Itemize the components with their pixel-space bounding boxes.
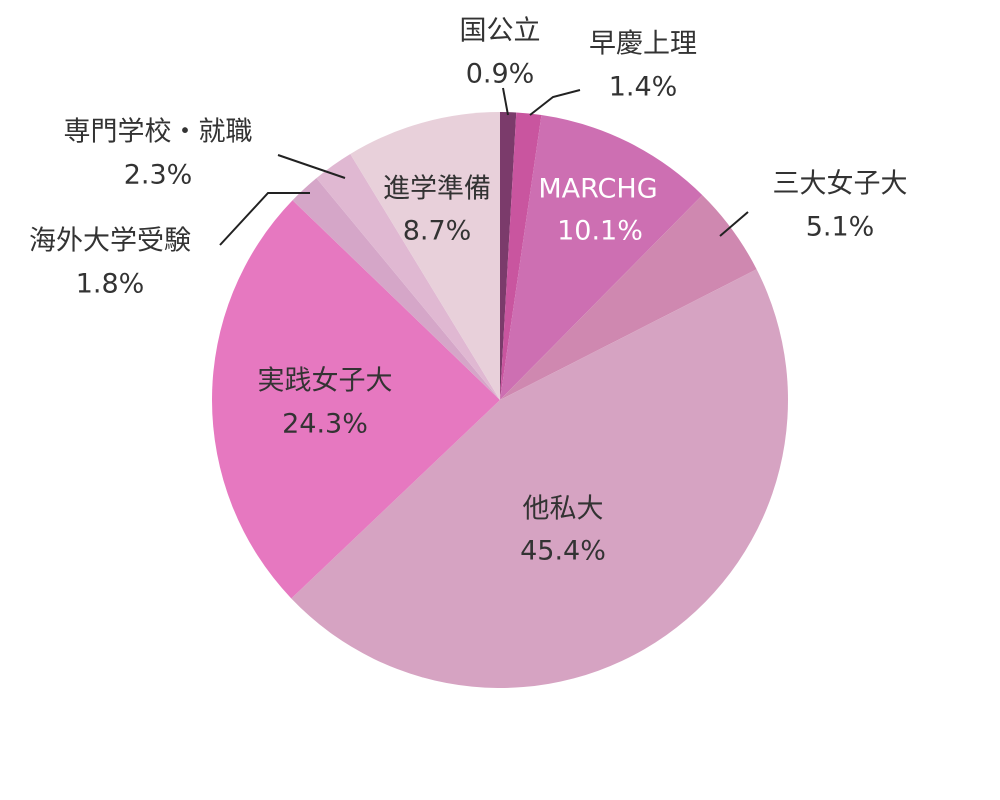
leader-lines bbox=[219, 87, 749, 246]
pie bbox=[212, 112, 788, 688]
slice-value-label: 24.3% bbox=[282, 409, 368, 440]
leader-line bbox=[502, 87, 509, 116]
leader-line bbox=[529, 89, 581, 116]
slice-label: MARCHG bbox=[538, 174, 657, 205]
slice-label: 三大女子大 bbox=[773, 169, 908, 200]
pie-slice bbox=[212, 200, 501, 599]
pie-slice bbox=[500, 112, 517, 400]
leader-line bbox=[719, 211, 749, 237]
slice-label: 早慶上理 bbox=[589, 29, 697, 60]
slice-label: 他私大 bbox=[523, 494, 604, 525]
slice-label: 海外大学受験 bbox=[29, 226, 191, 257]
labels: 国公立 0.9% 早慶上理 1.4% MARCHG 10.1% 三大女子大 5.1% 他私大 45… bbox=[29, 16, 908, 567]
slice-value-label: 10.1% bbox=[557, 216, 643, 247]
slice-label: 国公立 bbox=[460, 16, 541, 47]
slice-value-label: 1.4% bbox=[609, 72, 678, 103]
slice-value-label: 2.3% bbox=[124, 160, 193, 191]
pie-slice bbox=[350, 112, 500, 400]
leader-line bbox=[277, 154, 346, 179]
pie-slice bbox=[292, 178, 500, 400]
pie-slice bbox=[500, 195, 757, 400]
slice-label: 専門学校・就職 bbox=[64, 117, 253, 148]
pie-slice bbox=[316, 153, 500, 400]
slice-label: 実践女子大 bbox=[258, 366, 393, 397]
leader-line bbox=[219, 192, 310, 246]
slice-value-label: 1.8% bbox=[76, 269, 145, 300]
slice-value-label: 5.1% bbox=[806, 212, 875, 243]
slice-value-label: 45.4% bbox=[520, 536, 606, 567]
pie-slice bbox=[500, 115, 703, 400]
pie-slice bbox=[500, 112, 542, 400]
slice-value-label: 0.9% bbox=[466, 59, 535, 90]
pie-slice bbox=[291, 269, 788, 688]
slice-label: 進学準備 bbox=[383, 174, 491, 205]
slice-value-label: 8.7% bbox=[403, 216, 472, 247]
